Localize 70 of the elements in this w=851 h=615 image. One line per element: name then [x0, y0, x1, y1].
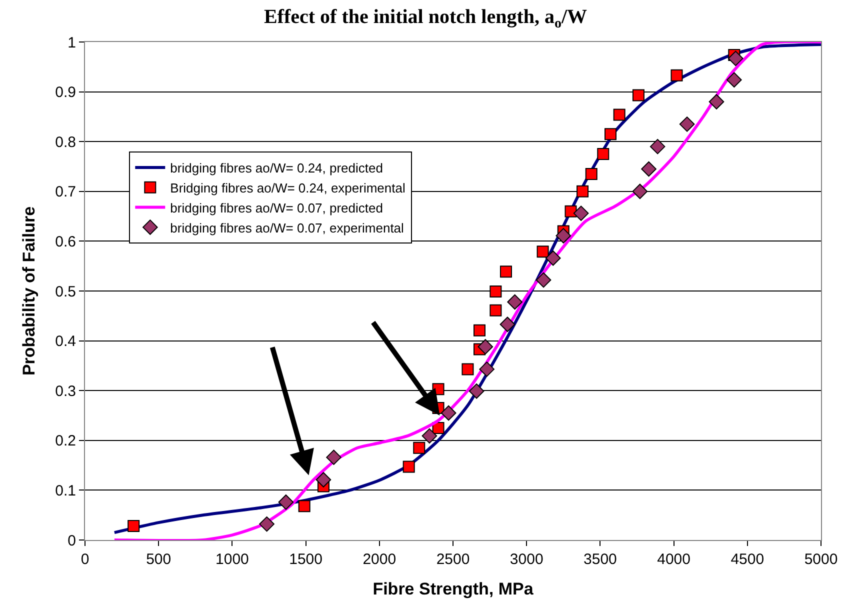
x-tick-label: 3000 — [510, 551, 544, 568]
y-tick-label: 0.7 — [55, 184, 76, 201]
point — [641, 161, 656, 177]
y-tick-label: 1 — [68, 34, 76, 52]
legend-label: bridging fibres ao/W= 0.07, experimental — [170, 220, 404, 236]
x-tick-label: 2500 — [436, 551, 470, 568]
x-tick-label: 4500 — [730, 551, 764, 568]
legend-label: bridging fibres ao/W= 0.24, predicted — [170, 160, 383, 176]
y-tick-label: 0.5 — [55, 283, 76, 300]
point — [422, 428, 438, 444]
y-tick-label: 0 — [68, 532, 76, 550]
x-tick-label: 1500 — [289, 551, 322, 568]
x-tick-label: 1000 — [216, 551, 249, 568]
point — [259, 516, 274, 532]
point — [597, 148, 610, 160]
point — [585, 168, 598, 180]
point — [536, 272, 552, 288]
point — [728, 50, 744, 66]
y-axis-title: Probability of Failure — [20, 206, 39, 376]
chart-title: Effect of the initial notch length, a$_{o}$/W — [264, 6, 588, 32]
y-tick-label: 0.3 — [55, 382, 76, 400]
point — [326, 450, 342, 465]
point — [604, 128, 616, 140]
point — [490, 304, 502, 316]
point — [576, 185, 589, 198]
x-tick-label: 5000 — [804, 551, 838, 568]
point — [316, 472, 332, 488]
point — [670, 69, 683, 82]
x-tick-label: 0 — [80, 551, 90, 568]
y-tick-label: 0.8 — [55, 134, 76, 151]
y-tick-label: 0.2 — [55, 432, 76, 450]
point — [432, 422, 444, 434]
x-tick-label: 500 — [146, 551, 172, 568]
point — [708, 94, 724, 110]
point — [564, 205, 577, 218]
point — [500, 266, 512, 278]
x-tick-label: 2000 — [362, 551, 396, 568]
y-tick-label: 0.4 — [55, 333, 76, 350]
point — [479, 362, 495, 377]
x-tick-label: 3500 — [584, 551, 617, 568]
point — [490, 286, 502, 298]
point — [413, 442, 426, 454]
point — [613, 108, 626, 121]
point — [679, 116, 695, 132]
point — [478, 339, 494, 354]
y-tick-label: 0.9 — [55, 84, 76, 102]
point — [507, 294, 522, 310]
point — [500, 316, 516, 332]
y-tick-label: 0.6 — [55, 233, 76, 250]
point — [536, 246, 549, 258]
point — [298, 500, 310, 512]
point — [650, 138, 666, 154]
point — [545, 250, 561, 266]
point — [440, 405, 456, 421]
point — [278, 494, 294, 510]
y-tick-label: 0.1 — [55, 482, 76, 500]
point — [402, 460, 415, 473]
x-axis-title: Fibre Strength, MPa — [372, 579, 534, 598]
point — [726, 72, 742, 88]
point — [468, 383, 484, 399]
x-tick-label: 4000 — [657, 551, 690, 568]
point — [632, 89, 644, 102]
point — [556, 228, 572, 244]
point — [128, 520, 140, 532]
point — [573, 206, 589, 221]
legend-label: Bridging fibres ao/W= 0.24, experimental — [170, 180, 406, 196]
point — [474, 324, 486, 336]
point — [462, 363, 474, 376]
point — [632, 184, 648, 200]
legend-label: bridging fibres ao/W= 0.07, predicted — [170, 200, 383, 216]
